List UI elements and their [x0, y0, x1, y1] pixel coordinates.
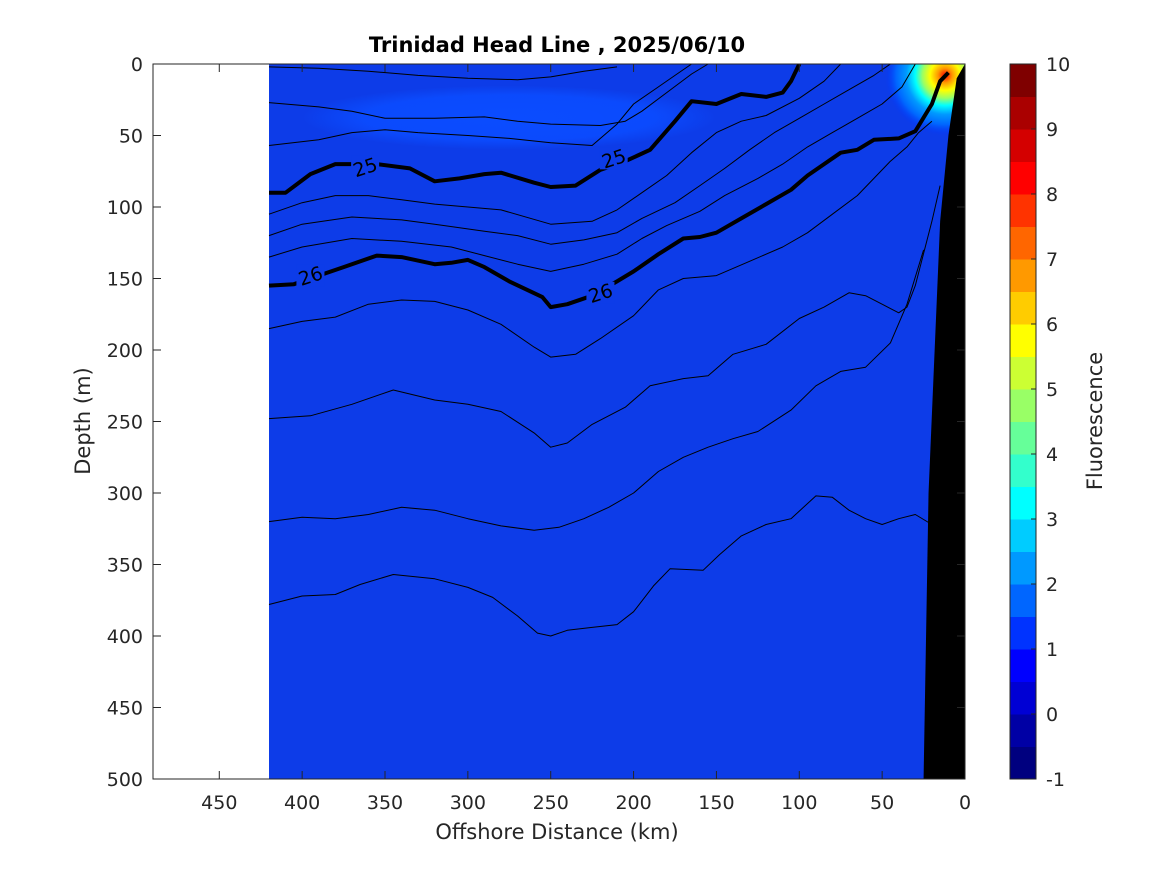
density-contour: [268, 71, 950, 310]
colorbar-band: [1010, 356, 1036, 390]
density-contour: [268, 120, 933, 358]
x-tick-label: 250: [533, 792, 569, 814]
colorbar-band: [1010, 486, 1036, 520]
y-tick-label: 500: [107, 769, 143, 791]
y-tick-label: 200: [107, 340, 143, 362]
x-tick-label: 100: [781, 792, 817, 814]
density-contour: [268, 64, 842, 225]
colorbar-tick-label: 9: [1046, 119, 1058, 141]
fluorescence-patch: [302, 85, 717, 150]
x-tick-label: 300: [450, 792, 486, 814]
colorbar: -1 0 1 2 3 4 5 6 7 8 9 10 Fluorescence: [1009, 54, 1107, 791]
contour-label-bg: [296, 264, 325, 287]
y-tick-label: 250: [107, 412, 143, 434]
y-tick-label: 400: [107, 626, 143, 648]
colorbar-band: [1010, 746, 1036, 780]
bathymetry-mask: [923, 64, 965, 779]
y-axis-ticks: 0 50 100 150 200 250 300 350 400 450 500: [107, 54, 965, 791]
x-tick-label: 200: [615, 792, 651, 814]
contour-label-bg: [586, 281, 615, 304]
colorbar-tick-label: 6: [1046, 314, 1058, 336]
colorbar-tick-label: 3: [1046, 509, 1058, 531]
x-tick-label: 150: [698, 792, 734, 814]
x-tick-label: 0: [959, 792, 971, 814]
colorbar-band: [1010, 226, 1036, 260]
colorbar-tick-label: 2: [1046, 574, 1058, 596]
colorbar-band: [1010, 194, 1036, 227]
x-axis-ticks: 450 400 350 300 250 200 150 100 50 0: [201, 64, 971, 814]
colorbar-band: [1010, 259, 1036, 292]
contour-label-bg: [351, 155, 380, 178]
density-contour: [268, 495, 933, 637]
density-contour: [268, 64, 891, 245]
density-contour: [268, 185, 941, 448]
density-contour: [268, 66, 618, 81]
colorbar-label: Fluorescence: [1083, 352, 1107, 490]
y-axis-label: Depth (m): [71, 367, 95, 474]
colorbar-band: [1010, 714, 1036, 747]
y-tick-label: 350: [107, 555, 143, 577]
colorbar-band: [1010, 681, 1036, 715]
colorbar-tick-label: 0: [1046, 704, 1058, 726]
density-contour: [268, 249, 925, 531]
colorbar-band: [1010, 519, 1036, 552]
colorbar-band: [1010, 64, 1036, 97]
colorbar-bands: [1010, 64, 1036, 780]
colorbar-band: [1010, 129, 1036, 162]
colorbar-band: [1010, 96, 1036, 130]
colorbar-tick-label: 10: [1046, 54, 1070, 76]
colorbar-tick-label: 8: [1046, 184, 1058, 206]
colorbar-band: [1010, 291, 1036, 325]
colorbar-band: [1010, 649, 1036, 682]
chart-title: Trinidad Head Line , 2025/06/10: [369, 33, 745, 57]
colorbar-tick-label: 4: [1046, 444, 1058, 466]
y-tick-label: 50: [119, 126, 143, 148]
colorbar-tick-label: 5: [1046, 379, 1058, 401]
contour-label-bg: [599, 147, 628, 170]
colorbar-band: [1010, 161, 1036, 195]
y-tick-label: 150: [107, 269, 143, 291]
x-tick-label: 350: [367, 792, 403, 814]
colorbar-band: [1010, 584, 1036, 617]
density-contour: [268, 64, 692, 146]
colorbar-band: [1010, 421, 1036, 455]
density-contour: [268, 64, 916, 272]
colorbar-tick-label: -1: [1046, 769, 1065, 791]
colorbar-band: [1010, 389, 1036, 422]
x-tick-label: 50: [870, 792, 894, 814]
x-tick-label: 400: [284, 792, 320, 814]
colorbar-band: [1010, 454, 1036, 487]
colorbar-band: [1010, 616, 1036, 650]
colorbar-band: [1010, 324, 1036, 357]
y-tick-label: 0: [131, 54, 143, 76]
y-tick-label: 450: [107, 698, 143, 720]
colorbar-tick-label: 1: [1046, 639, 1058, 661]
x-tick-label: 450: [201, 792, 237, 814]
colorbar-frame: [1009, 63, 1037, 780]
y-tick-label: 100: [107, 197, 143, 219]
colorbar-ticks: -1 0 1 2 3 4 5 6 7 8 9 10: [1031, 54, 1070, 791]
colorbar-tick-label: 7: [1046, 249, 1058, 271]
colorbar-band: [1010, 551, 1036, 585]
density-contour: [268, 64, 709, 126]
x-axis-label: Offshore Distance (km): [435, 820, 678, 844]
y-tick-label: 300: [107, 483, 143, 505]
